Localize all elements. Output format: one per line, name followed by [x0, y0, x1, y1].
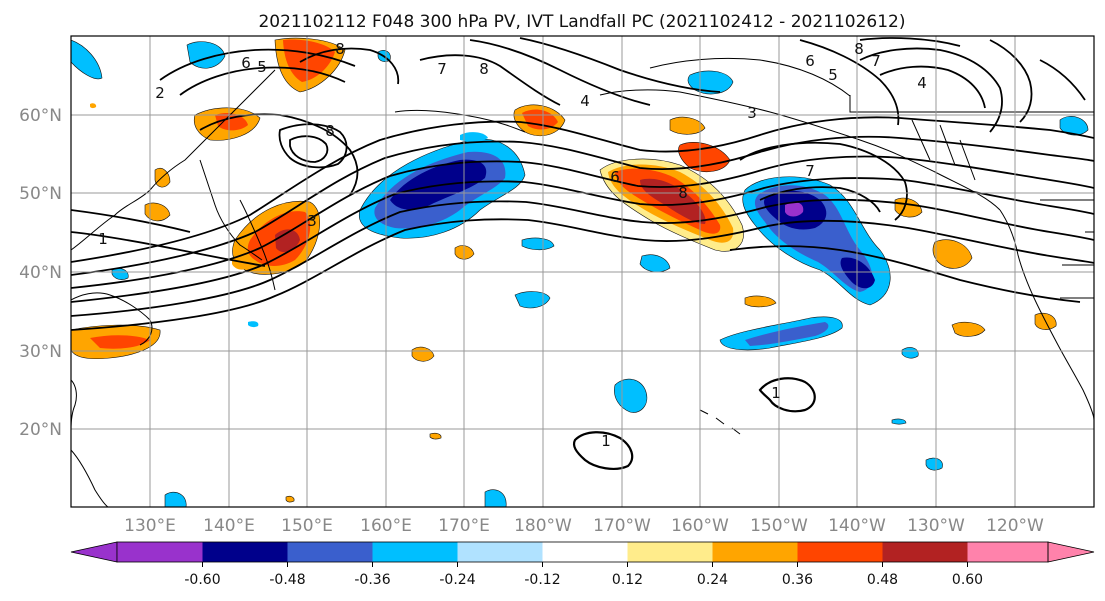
figure-title: 2021102112 F048 300 hPa PV, IVT Landfall…	[258, 12, 905, 32]
pv-contours	[71, 37, 1094, 470]
contour-label: 8	[479, 60, 489, 78]
colorbar-tick-label: -0.48	[269, 572, 305, 588]
colorbar-bin	[117, 542, 203, 562]
contour-label: 8	[854, 40, 864, 58]
contour-label: 1	[771, 384, 781, 402]
contour-label: 8	[325, 122, 335, 140]
negative-pv-shading	[71, 39, 1089, 507]
lon-label: 120°W	[986, 516, 1044, 536]
colorbar-bin	[882, 542, 968, 562]
colorbar-tick-label: 0.48	[867, 572, 898, 588]
contour-label: 6	[805, 52, 815, 70]
colorbar-frame	[116, 541, 1049, 563]
colorbar-tick-label: -0.60	[184, 572, 220, 588]
colorbar-bin	[627, 542, 713, 562]
colorbar-extend-min	[70, 541, 118, 563]
lat-label-60n: 60°N	[19, 106, 62, 126]
colorbar-tick-label: 0.24	[697, 572, 728, 588]
contour-label: 6	[241, 54, 251, 72]
contour-label: 2	[155, 84, 165, 102]
contour-label: 7	[871, 52, 881, 70]
lat-label-30n: 30°N	[19, 342, 62, 362]
colorbar-bin	[542, 542, 628, 562]
colorbar-bin	[967, 542, 1048, 562]
contour-label: 3	[747, 104, 757, 122]
lon-label: 180°W	[514, 516, 572, 536]
lon-label: 140°E	[203, 516, 255, 536]
colorbar-tick-label: 0.60	[952, 572, 983, 588]
lon-label: 130°E	[124, 516, 176, 536]
colorbar-tick-label: 0.12	[612, 572, 643, 588]
contour-label: 5	[257, 58, 267, 76]
colorbar-tick-label: -0.24	[439, 572, 475, 588]
colorbar-bin	[202, 542, 288, 562]
colorbar-tick-label: -0.36	[354, 572, 390, 588]
lon-label: 170°W	[593, 516, 651, 536]
colorbar-bin	[712, 542, 798, 562]
lat-label-20n: 20°N	[19, 420, 62, 440]
lon-label: 170°E	[438, 516, 490, 536]
contour-label: 8	[678, 184, 688, 202]
latitude-labels: 60°N 50°N 40°N 30°N 20°N	[19, 106, 62, 440]
contour-label: 4	[917, 74, 927, 92]
contour-label: 8	[335, 40, 345, 58]
lon-label: 140°W	[828, 516, 886, 536]
lon-label: 150°W	[750, 516, 808, 536]
colorbar: -0.60 -0.48 -0.36 -0.24 -0.12 0.12 0.24 …	[70, 541, 1095, 588]
contour-label: 3	[307, 212, 317, 230]
contour-label: 6	[610, 168, 620, 186]
colorbar-bin	[457, 542, 543, 562]
colorbar-tick-label: -0.12	[524, 572, 560, 588]
contour-labels: 8 6 5 7 8 2 8 4 3 6 8 1 8 6 5 7 4 3 7 1	[98, 40, 927, 450]
contour-label: 1	[601, 432, 611, 450]
map-panel: 8 6 5 7 8 2 8 4 3 6 8 1 8 6 5 7 4 3 7 1	[70, 35, 1095, 508]
lon-label: 150°E	[281, 516, 333, 536]
colorbar-tick-label: 0.36	[782, 572, 813, 588]
colorbar-bin	[797, 542, 883, 562]
colorbar-ticks	[202, 562, 968, 567]
lat-label-40n: 40°N	[19, 263, 62, 283]
lon-label: 130°W	[907, 516, 965, 536]
map-gridlines	[71, 36, 1094, 507]
colorbar-extend-max	[1047, 541, 1095, 563]
lon-label: 160°W	[671, 516, 729, 536]
contour-label: 1	[98, 230, 108, 248]
contour-label: 5	[828, 66, 838, 84]
lon-label: 160°E	[360, 516, 412, 536]
colorbar-bin	[372, 542, 458, 562]
colorbar-bin	[287, 542, 373, 562]
contour-label: 4	[580, 92, 590, 110]
contour-label: 7	[805, 162, 815, 180]
lat-label-50n: 50°N	[19, 184, 62, 204]
contour-label: 7	[437, 60, 447, 78]
map-frame	[70, 35, 1095, 508]
longitude-labels: 130°E 140°E 150°E 160°E 170°E 180°W 170°…	[124, 516, 1044, 536]
coastlines	[71, 57, 1094, 507]
